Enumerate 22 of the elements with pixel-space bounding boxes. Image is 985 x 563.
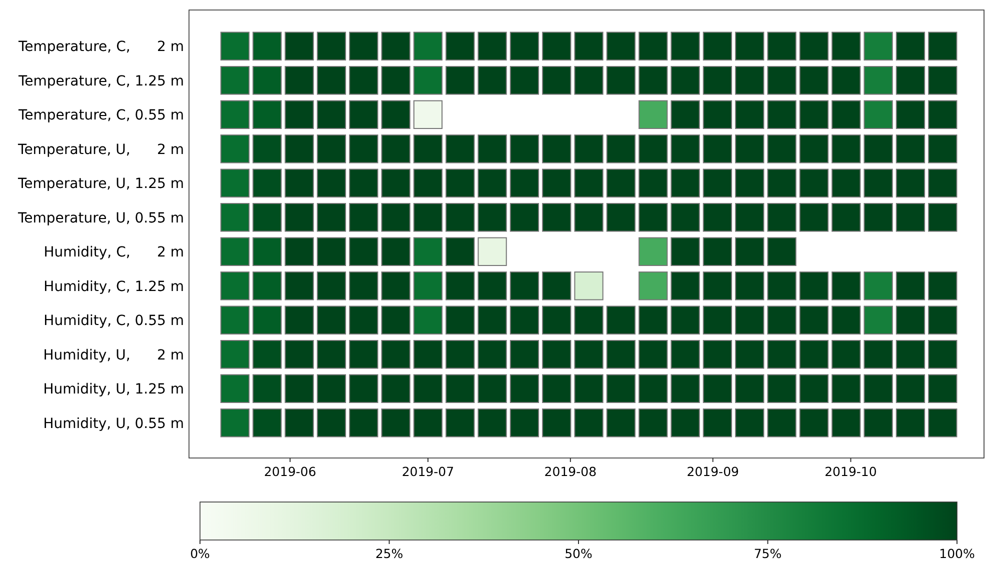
color-bar-label: 0% <box>190 546 210 561</box>
y-tick-label: Temperature, U, 0.55 m <box>17 210 184 226</box>
y-tick-label: Humidity, U, 2 m <box>43 347 184 364</box>
x-tick-label: 2019-07 <box>402 464 454 479</box>
y-tick-label: Temperature, U, 2 m <box>17 142 184 158</box>
x-tick-label: 2019-06 <box>264 464 316 479</box>
y-tick-label: Humidity, U, 0.55 m <box>43 416 184 432</box>
y-tick-label: Humidity, U, 1.25 m <box>43 382 184 398</box>
x-tick-label: 2019-09 <box>686 464 740 479</box>
x-tick-label: 2019-10 <box>824 464 877 479</box>
y-tick-label: Temperature, C, 2 m <box>17 39 184 56</box>
y-tick-label: Temperature, C, 1.25 m <box>17 73 184 90</box>
x-tick-label: 2019-08 <box>544 464 597 479</box>
y-tick-label: Humidity, C, 2 m <box>44 244 184 261</box>
y-tick-label: Temperature, U, 1.25 m <box>17 176 184 192</box>
color-bar-label: 25% <box>375 546 404 561</box>
color-bar-label: 100% <box>939 546 975 561</box>
color-bar-label: 50% <box>564 546 593 561</box>
y-tick-label: Humidity, C, 1.25 m <box>44 278 184 295</box>
y-tick-label: Temperature, C, 0.55 m <box>17 108 184 124</box>
color-bar-label: 75% <box>754 546 782 561</box>
y-tick-label: Humidity, C, 0.55 m <box>44 313 184 330</box>
